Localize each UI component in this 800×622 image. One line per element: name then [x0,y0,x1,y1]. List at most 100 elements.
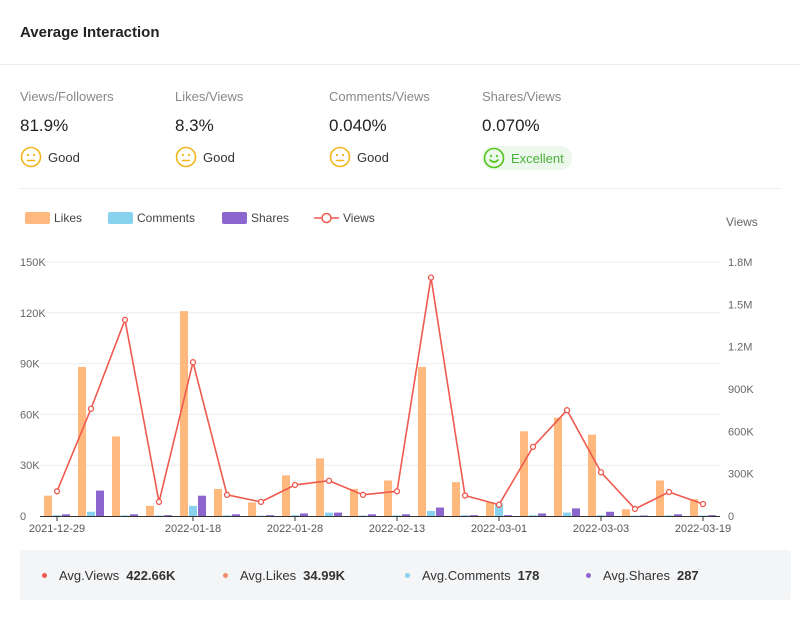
bar-likes[interactable] [78,366,86,516]
bar-likes[interactable] [350,488,358,516]
bar-shares[interactable] [266,515,274,516]
bar-comments[interactable] [597,515,605,516]
bar-shares[interactable] [198,495,206,516]
views-point[interactable] [631,505,639,513]
summary-avg-views: Avg.Views 422.66K [42,568,175,583]
bar-comments[interactable] [359,515,367,516]
bar-likes[interactable] [520,431,528,516]
bar-shares[interactable] [538,513,546,516]
views-point[interactable] [359,491,367,498]
legend-item-likes[interactable]: Likes [25,211,82,225]
bar-shares[interactable] [300,513,308,516]
views-point[interactable] [325,477,333,484]
bar-likes[interactable] [588,434,596,516]
bar-comments[interactable] [121,515,129,516]
bar-shares[interactable] [436,507,444,516]
bar-shares[interactable] [504,515,512,516]
bar-likes[interactable] [214,488,222,516]
metric-value: 81.9% [20,116,69,135]
bar-comments[interactable] [291,515,299,516]
metric-rating-text: Excellent [511,150,564,166]
bar-shares[interactable] [402,514,410,516]
summary-dot [586,572,591,578]
x-axis-tick-label: 2022-03-01 [471,523,527,535]
bar-comments[interactable] [461,515,469,516]
views-point[interactable] [393,488,401,495]
legend-swatch-comments [108,212,133,224]
bar-comments[interactable] [665,515,673,516]
bar-shares[interactable] [640,515,648,516]
views-point[interactable] [257,498,265,506]
bar-comments[interactable] [155,515,163,516]
bar-shares[interactable] [62,514,70,516]
smiley-face-icon [483,147,505,169]
bar-comments[interactable] [325,512,333,516]
bar-comments[interactable] [257,515,265,517]
summary-avg-likes: Avg.Likes 34.99K [223,568,345,583]
legend-item-views[interactable]: Views [314,211,375,225]
legend-item-shares[interactable]: Shares [222,211,289,225]
views-point[interactable] [121,316,129,324]
views-point[interactable] [665,488,673,496]
bar-likes[interactable] [554,417,562,516]
bar-shares[interactable] [674,514,682,516]
views-line [56,277,704,510]
bar-shares[interactable] [130,514,138,516]
bar-comments[interactable] [563,512,571,516]
views-point[interactable] [529,443,537,451]
bar-likes[interactable] [112,436,120,516]
bar-comments[interactable] [495,503,503,516]
bar-comments[interactable] [631,515,639,517]
views-point[interactable] [53,488,61,495]
bar-likes[interactable] [418,366,426,516]
bar-comments[interactable] [427,510,435,516]
views-point[interactable] [461,492,469,499]
views-point[interactable] [291,481,299,489]
bar-shares[interactable] [96,490,104,516]
bar-comments[interactable] [87,511,95,516]
bar-likes[interactable] [452,482,460,516]
bar-likes[interactable] [180,311,188,516]
bar-comments[interactable] [223,515,231,516]
bar-shares[interactable] [164,515,172,516]
views-point[interactable] [427,274,435,281]
views-point[interactable] [155,498,163,506]
bar-comments[interactable] [393,515,401,516]
views-point[interactable] [87,405,95,412]
bar-comments[interactable] [189,505,197,516]
right-axis-labels: 0 300K 600K 900K 1.2M 1.5M 1.8M [728,257,754,523]
bar-shares[interactable] [572,508,580,516]
bar-likes[interactable] [248,502,256,516]
bar-likes[interactable] [384,480,392,516]
x-axis-tick-label: 2022-03-03 [573,523,629,535]
bar-likes[interactable] [656,480,664,516]
bar-shares[interactable] [334,512,342,516]
right-axis-tick-label: 0 [728,511,734,523]
bar-shares[interactable] [470,515,478,516]
bar-likes[interactable] [44,495,52,516]
bar-shares[interactable] [606,511,614,516]
bar-likes[interactable] [622,509,630,516]
bar-comments[interactable] [529,515,537,516]
legend-label-views: Views [343,211,375,225]
views-point[interactable] [495,501,503,508]
views-point[interactable] [597,469,605,476]
bar-likes[interactable] [486,502,494,516]
views-point[interactable] [189,359,197,366]
bar-comments[interactable] [699,515,707,516]
neutral-face-icon [175,146,197,168]
summary-label: Avg.Views [59,567,120,583]
views-point[interactable] [563,407,571,414]
bar-likes[interactable] [690,499,698,516]
bar-shares[interactable] [708,515,716,516]
bar-comments[interactable] [53,515,61,516]
legend-label-shares: Shares [251,211,289,225]
bar-likes[interactable] [146,505,154,516]
views-point[interactable] [223,491,231,498]
legend-item-comments[interactable]: Comments [108,211,195,225]
bar-shares[interactable] [368,514,376,516]
views-point[interactable] [699,500,707,508]
bar-likes[interactable] [282,475,290,516]
bar-likes[interactable] [316,458,324,516]
bar-shares[interactable] [232,514,240,516]
